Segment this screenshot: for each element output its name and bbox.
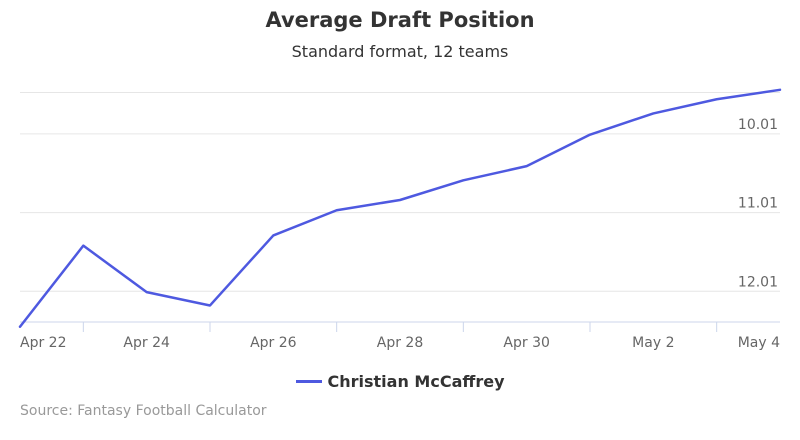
chart-subtitle: Standard format, 12 teams xyxy=(291,42,509,61)
x-tick-label: Apr 24 xyxy=(123,335,170,351)
legend: Christian McCaffrey xyxy=(0,368,800,391)
x-tick-label: Apr 28 xyxy=(377,335,423,351)
y-axis-tick-labels: 10.01 11.01 12.01 xyxy=(738,117,778,290)
y-tick-label: 12.01 xyxy=(738,274,778,290)
x-tick-label: Apr 26 xyxy=(250,335,297,351)
grid-lines xyxy=(20,92,780,292)
legend-item[interactable]: Christian McCaffrey xyxy=(295,372,505,391)
x-tick-label: Apr 30 xyxy=(503,335,549,351)
legend-swatch xyxy=(295,380,322,383)
series-layer xyxy=(18,88,782,328)
y-tick-label: 10.01 xyxy=(738,117,778,133)
x-tick-label: Apr 22 xyxy=(20,335,66,351)
credit-text: Source: Fantasy Football Calculator xyxy=(20,403,267,419)
legend-label: Christian McCaffrey xyxy=(327,372,505,391)
x-axis: Apr 22 Apr 24 Apr 26 Apr 28 Apr 30 May 2 May 4 xyxy=(20,321,780,351)
x-tick-label: May 4 xyxy=(738,335,780,351)
y-tick-label: 11.01 xyxy=(738,196,778,212)
x-tick-label: May 2 xyxy=(632,335,674,351)
chart-title: Average Draft Position xyxy=(265,8,535,32)
